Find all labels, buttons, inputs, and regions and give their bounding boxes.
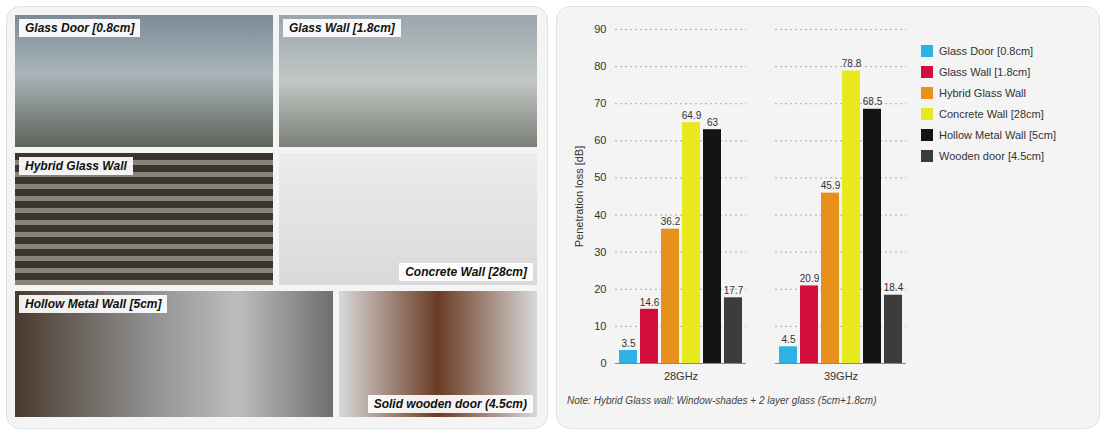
svg-text:18.4: 18.4: [884, 282, 904, 293]
svg-text:39GHz: 39GHz: [824, 370, 858, 382]
svg-text:3.5: 3.5: [622, 338, 636, 349]
svg-text:14.6: 14.6: [640, 297, 660, 308]
svg-text:64.9: 64.9: [682, 110, 702, 121]
html-text:Glass Door [0.8cm]: Glass Door [0.8cm]: [939, 45, 1034, 57]
svg-text:0: 0: [600, 357, 606, 369]
html-text:Glass Wall [1.8cm]: Glass Wall [1.8cm]: [289, 21, 395, 35]
svg-text:10: 10: [594, 320, 606, 332]
html-text:Glass Wall [1.8cm]: Glass Wall [1.8cm]: [939, 66, 1031, 78]
html-text:Concrete Wall [28cm]: Concrete Wall [28cm]: [405, 265, 527, 279]
svg-text:30: 30: [594, 246, 606, 258]
html-text:Wooden door [4.5cm]: Wooden door [4.5cm]: [939, 150, 1044, 162]
svg-text:68.5: 68.5: [863, 96, 883, 107]
svg-text:45.9: 45.9: [821, 180, 841, 191]
svg-text:Penetration loss [dB]: Penetration loss [dB]: [573, 146, 585, 248]
html-text:Concrete Wall [28cm]: Concrete Wall [28cm]: [939, 108, 1044, 120]
svg-text:4.5: 4.5: [782, 334, 796, 345]
html-text:Hybrid Glass Wall: Hybrid Glass Wall: [25, 159, 127, 173]
svg-text:50: 50: [594, 171, 606, 183]
html-text:Hybrid Glass Wall: Hybrid Glass Wall: [939, 87, 1026, 99]
html-text:Solid wooden door (4.5cm): Solid wooden door (4.5cm): [373, 397, 527, 411]
svg-text:28GHz: 28GHz: [664, 370, 698, 382]
svg-text:20: 20: [594, 283, 606, 295]
svg-text:40: 40: [594, 209, 606, 221]
svg-text:70: 70: [594, 97, 606, 109]
svg-text:17.7: 17.7: [724, 285, 744, 296]
html-text:Note: Hybrid Glass wall: Windo: Note: Hybrid Glass wall: Window-shades +…: [567, 395, 877, 406]
svg-text:90: 90: [594, 23, 606, 35]
html-text:Hollow Metal Wall [5cm]: Hollow Metal Wall [5cm]: [939, 129, 1056, 141]
html-text:Glass Door [0.8cm]: Glass Door [0.8cm]: [25, 21, 135, 35]
svg-text:60: 60: [594, 134, 606, 146]
svg-text:80: 80: [594, 60, 606, 72]
svg-text:36.2: 36.2: [661, 216, 681, 227]
html-text:Hollow Metal Wall [5cm]: Hollow Metal Wall [5cm]: [25, 297, 162, 311]
svg-text:63: 63: [707, 117, 719, 128]
svg-text:78.8: 78.8: [842, 58, 862, 69]
svg-text:20.9: 20.9: [800, 273, 820, 284]
